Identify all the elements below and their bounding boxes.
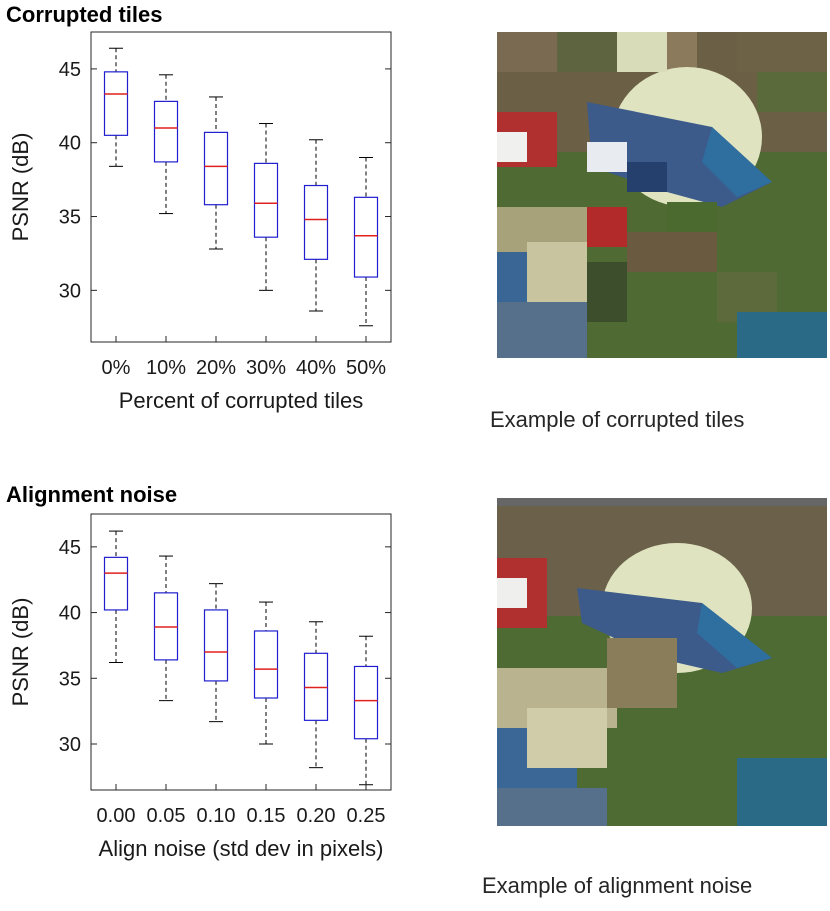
box xyxy=(153,100,179,163)
y-tick-label: 40 xyxy=(59,133,81,155)
y-tick-label: 35 xyxy=(59,207,81,229)
box xyxy=(203,131,229,206)
y-tick-label: 30 xyxy=(59,280,81,302)
x-tick-label: 20% xyxy=(196,357,236,379)
x-axis-label: Align noise (std dev in pixels) xyxy=(99,836,384,861)
y-axis-label: PSNR (dB) xyxy=(8,133,33,242)
plot-frame xyxy=(90,31,392,343)
box xyxy=(253,162,279,238)
box xyxy=(353,196,379,278)
x-tick-label: 50% xyxy=(346,357,386,379)
x-tick-label: 0.15 xyxy=(247,805,286,827)
x-tick-label: 0.25 xyxy=(347,805,386,827)
x-tick-label: 0% xyxy=(102,357,131,379)
y-tick-label: 35 xyxy=(59,668,81,690)
x-tick-label: 0.00 xyxy=(97,805,136,827)
boxplot-alignment-noise: 30 35 40 45 0.00 0.05 0.10 0.15 0.20 0.25 Align no… xyxy=(8,513,392,861)
panel-title-corrupted-tiles: Corrupted tiles xyxy=(6,2,163,27)
caption-corrupted-tiles: Example of corrupted tiles xyxy=(490,407,745,432)
plot-frame xyxy=(90,513,392,791)
box xyxy=(303,184,329,260)
y-tick-label: 45 xyxy=(59,537,81,559)
example-image-alignment-noise xyxy=(497,498,827,826)
x-tick-label: 0.10 xyxy=(197,805,236,827)
x-axis-label: Percent of corrupted tiles xyxy=(119,388,364,413)
y-tick-label: 40 xyxy=(59,603,81,625)
box xyxy=(203,609,229,682)
x-tick-label: 30% xyxy=(246,357,286,379)
panel-title-alignment-noise: Alignment noise xyxy=(6,482,178,507)
box xyxy=(103,71,129,136)
box xyxy=(253,630,279,699)
x-tick-label: 0.05 xyxy=(147,805,186,827)
box xyxy=(103,556,129,611)
y-axis-label: PSNR (dB) xyxy=(8,598,33,707)
caption-alignment-noise: Example of alignment noise xyxy=(482,873,753,898)
boxplot-corrupted-tiles: 30 35 40 45 0% 10% 20% 30% 40% 50% Percent of corr… xyxy=(8,31,392,413)
x-tick-label: 10% xyxy=(146,357,186,379)
example-image-corrupted-tiles xyxy=(497,32,827,358)
y-tick-label: 45 xyxy=(59,59,81,81)
x-tick-label: 0.20 xyxy=(297,805,336,827)
x-tick-label: 40% xyxy=(296,357,336,379)
box xyxy=(353,665,379,740)
y-tick-label: 30 xyxy=(59,734,81,756)
